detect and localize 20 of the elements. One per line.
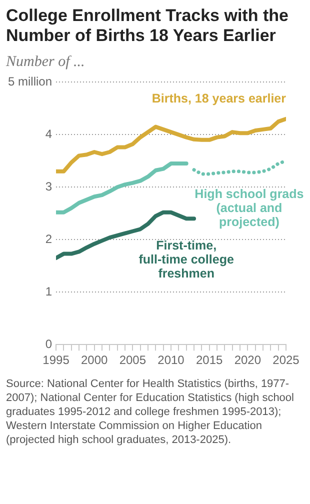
y-tick-label: 4	[45, 126, 52, 141]
y-tick-label: 1	[45, 284, 52, 298]
source-note: Source: National Center for Health Statistics (births, 1977-2007); National Center for Education Statistics (high school graduates 1995-2012 and college freshmen 1995-2013); Western Interstate Commission on Higher Education (projected high school graduates, 2013-2025).	[5, 377, 295, 447]
x-tick-label: 2000	[80, 353, 108, 368]
series-label: Births, 18 years earlier	[152, 91, 286, 106]
y-tick-label: 2	[45, 232, 52, 246]
series-label: High school grads (actual and projected)	[194, 186, 304, 229]
x-tick-label: 2015	[196, 353, 224, 368]
x-tick-label: 1995	[42, 353, 70, 368]
y-tick-label: 5 million	[8, 74, 52, 89]
x-tick-label: 2020	[234, 353, 262, 368]
line-series	[192, 159, 286, 176]
series-label: First-time, full-time college freshmen	[138, 238, 234, 280]
x-tick-label: 2010	[158, 353, 185, 368]
y-tick-label: 0	[45, 336, 52, 351]
y-tick-label: 3	[45, 179, 52, 194]
x-tick-label: 2025	[272, 353, 300, 368]
chart-subtitle: Number of ...	[5, 53, 86, 71]
x-tick-label: 2005	[119, 353, 146, 368]
chart-title: College Enrollment Tracks with the Number of Births 18 Years Earlier	[5, 5, 290, 46]
